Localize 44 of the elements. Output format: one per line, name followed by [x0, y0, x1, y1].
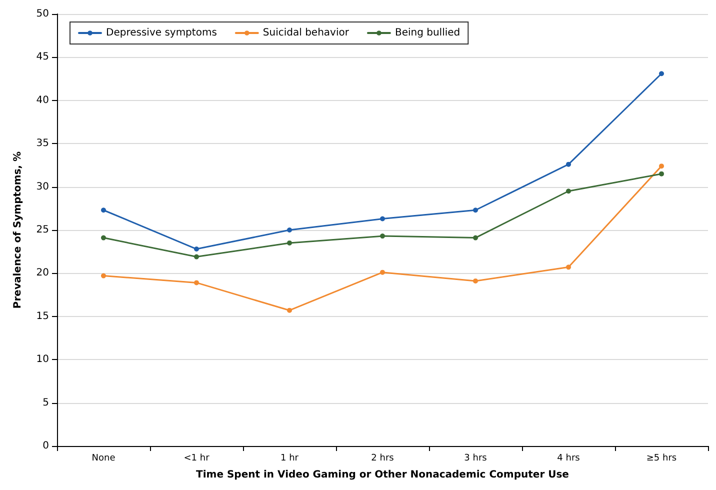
x-tick-label: 3 hrs	[464, 454, 488, 464]
point	[566, 162, 571, 167]
point	[194, 254, 199, 260]
point	[566, 188, 571, 194]
x-tick-label: ≥5 hrs	[646, 454, 677, 464]
x-tick-label: 4 hrs	[557, 454, 580, 464]
point	[659, 71, 664, 76]
y-tick-label: 20	[36, 268, 49, 279]
point	[194, 246, 199, 252]
point	[101, 208, 106, 213]
point	[659, 164, 664, 169]
point	[101, 273, 106, 278]
y-tick-label: 50	[36, 8, 49, 20]
y-tick-label: 45	[36, 52, 49, 63]
x-tick-label: None	[92, 454, 116, 464]
point	[380, 270, 385, 275]
y-tick-label: 15	[36, 310, 49, 322]
y-tick-label: 40	[36, 94, 49, 106]
y-tick-label: 5	[42, 397, 49, 408]
point	[380, 216, 385, 222]
legend-label: Being bullied	[394, 28, 460, 38]
point	[473, 278, 478, 284]
x-tick-label: <1 hr	[184, 454, 210, 464]
point	[473, 208, 478, 213]
point	[287, 240, 292, 246]
x-tick-label: 2 hrs	[371, 454, 394, 464]
legend-label: Suicidal behavior	[262, 28, 350, 38]
y-tick-label: 35	[36, 138, 49, 150]
x-axis-title: Time Spent in Video Gaming or Other Nonacademic Computer Use	[196, 470, 570, 480]
point	[287, 308, 292, 313]
point	[659, 171, 664, 176]
y-tick-label: 10	[36, 354, 49, 366]
y-axis-title: Prevalence of Symptoms, %	[12, 151, 24, 309]
legend-label: Depressive symptoms	[106, 28, 217, 38]
point	[566, 264, 571, 270]
point	[380, 234, 385, 239]
point	[101, 235, 106, 240]
point	[473, 235, 478, 240]
y-tick-label: 30	[36, 181, 49, 192]
x-tick-label: 1 hr	[280, 454, 299, 464]
y-tick-label: 0	[42, 440, 49, 452]
point	[287, 228, 292, 232]
point	[194, 280, 199, 286]
y-tick-label: 25	[36, 224, 49, 236]
